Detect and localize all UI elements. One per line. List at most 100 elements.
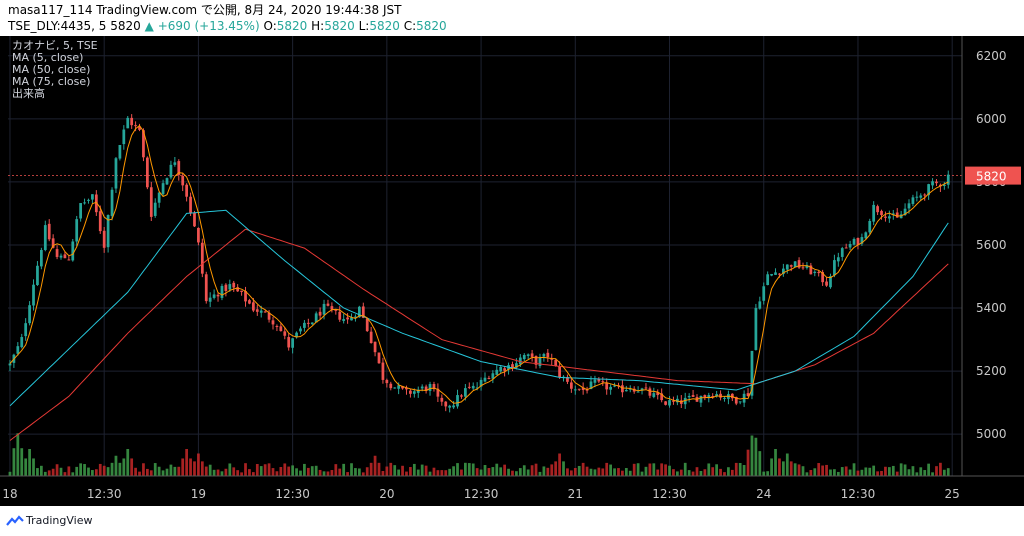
volume-bar — [452, 466, 455, 476]
volume-bar — [397, 469, 401, 476]
volume-bar — [907, 469, 911, 476]
volume-bar — [314, 465, 318, 476]
candle-body — [766, 274, 770, 286]
candle — [377, 352, 381, 364]
candle-body — [903, 208, 907, 216]
up-arrow-icon: ▲ — [144, 19, 154, 33]
candle-body — [189, 196, 192, 214]
volume-bar — [67, 466, 71, 476]
volume-bar — [624, 468, 628, 476]
volume-bar — [440, 470, 444, 476]
candle-body — [130, 117, 134, 126]
candle-body — [263, 311, 267, 313]
candle-body — [114, 158, 118, 189]
candle — [652, 387, 656, 399]
volume-bar — [142, 463, 145, 476]
candle-body — [161, 183, 165, 195]
volume-bar — [401, 465, 404, 476]
x-tick-label: 12:30 — [652, 487, 687, 501]
candle — [467, 382, 471, 390]
volume-bar — [126, 449, 130, 476]
candle-body — [836, 257, 840, 262]
candle — [346, 313, 349, 324]
tradingview-logo-icon[interactable] — [6, 515, 24, 527]
candle-body — [821, 272, 825, 283]
candle-body — [542, 354, 546, 357]
candle-body — [216, 294, 220, 297]
candle-body — [330, 306, 334, 310]
candle-body — [605, 382, 609, 390]
candle-body — [817, 272, 821, 274]
volume-bar — [161, 470, 165, 476]
volume-bar — [499, 467, 503, 476]
price-chart[interactable]: 620060005800560054005200500058201812:301… — [0, 36, 1024, 506]
candle-body — [860, 237, 864, 244]
candle-body — [711, 396, 715, 398]
candle-body — [63, 254, 67, 259]
candle-body — [887, 216, 891, 219]
candle — [283, 327, 287, 340]
candle-body — [762, 286, 766, 301]
volume-bar — [357, 468, 361, 476]
volume-bar — [554, 461, 558, 476]
volume-bar — [318, 469, 322, 476]
volume-bar — [793, 463, 797, 476]
volume-bar — [193, 461, 196, 476]
candle-body — [699, 396, 703, 403]
candle — [291, 337, 295, 354]
candle — [719, 390, 722, 401]
volume-bar — [672, 469, 675, 476]
volume-bar — [699, 470, 703, 476]
candle-body — [326, 303, 330, 306]
volume-bar — [817, 463, 821, 476]
candle-body — [142, 130, 145, 158]
candle-body — [546, 352, 550, 358]
volume-bar — [899, 463, 903, 476]
x-tick-label: 21 — [568, 487, 583, 501]
candle-body — [228, 284, 232, 290]
candle — [522, 353, 526, 362]
y-tick-label: 5600 — [976, 238, 1007, 252]
candle-body — [452, 405, 455, 408]
candle — [193, 210, 196, 227]
candle-body — [880, 210, 883, 216]
candle — [142, 128, 145, 162]
candle-body — [236, 287, 240, 292]
candle — [558, 361, 561, 379]
candle-body — [153, 202, 157, 216]
candle-body — [197, 227, 200, 243]
candle-body — [43, 225, 47, 251]
volume-bar — [177, 466, 181, 476]
x-tick-label: 18 — [2, 487, 17, 501]
candle-body — [71, 241, 75, 261]
volume-bar — [275, 471, 279, 476]
volume-bar — [251, 472, 255, 476]
candle — [248, 298, 251, 305]
candle — [114, 156, 118, 193]
ma50-line — [9, 209, 949, 407]
candle-body — [499, 366, 503, 372]
candle — [314, 311, 318, 323]
candle-body — [342, 319, 346, 321]
candle — [36, 261, 39, 286]
volume-bar — [734, 462, 738, 476]
volume-bar — [216, 469, 220, 476]
volume-bar — [32, 458, 35, 476]
candle — [931, 178, 934, 190]
volume-bar — [915, 472, 919, 476]
legend-ma50: MA (50, close) — [12, 63, 91, 76]
candle-body — [919, 195, 923, 198]
candle — [935, 179, 938, 186]
candle — [28, 301, 31, 326]
volume-bar — [20, 448, 24, 476]
candle — [75, 215, 79, 247]
candle — [868, 218, 872, 235]
candle-body — [350, 317, 353, 321]
candle — [546, 349, 550, 362]
volume-bar — [303, 463, 306, 476]
candle-body — [738, 401, 742, 403]
volume-bar — [691, 471, 695, 476]
candle — [495, 365, 499, 375]
candle — [440, 394, 444, 406]
footer-brand[interactable]: TradingView — [26, 514, 93, 527]
